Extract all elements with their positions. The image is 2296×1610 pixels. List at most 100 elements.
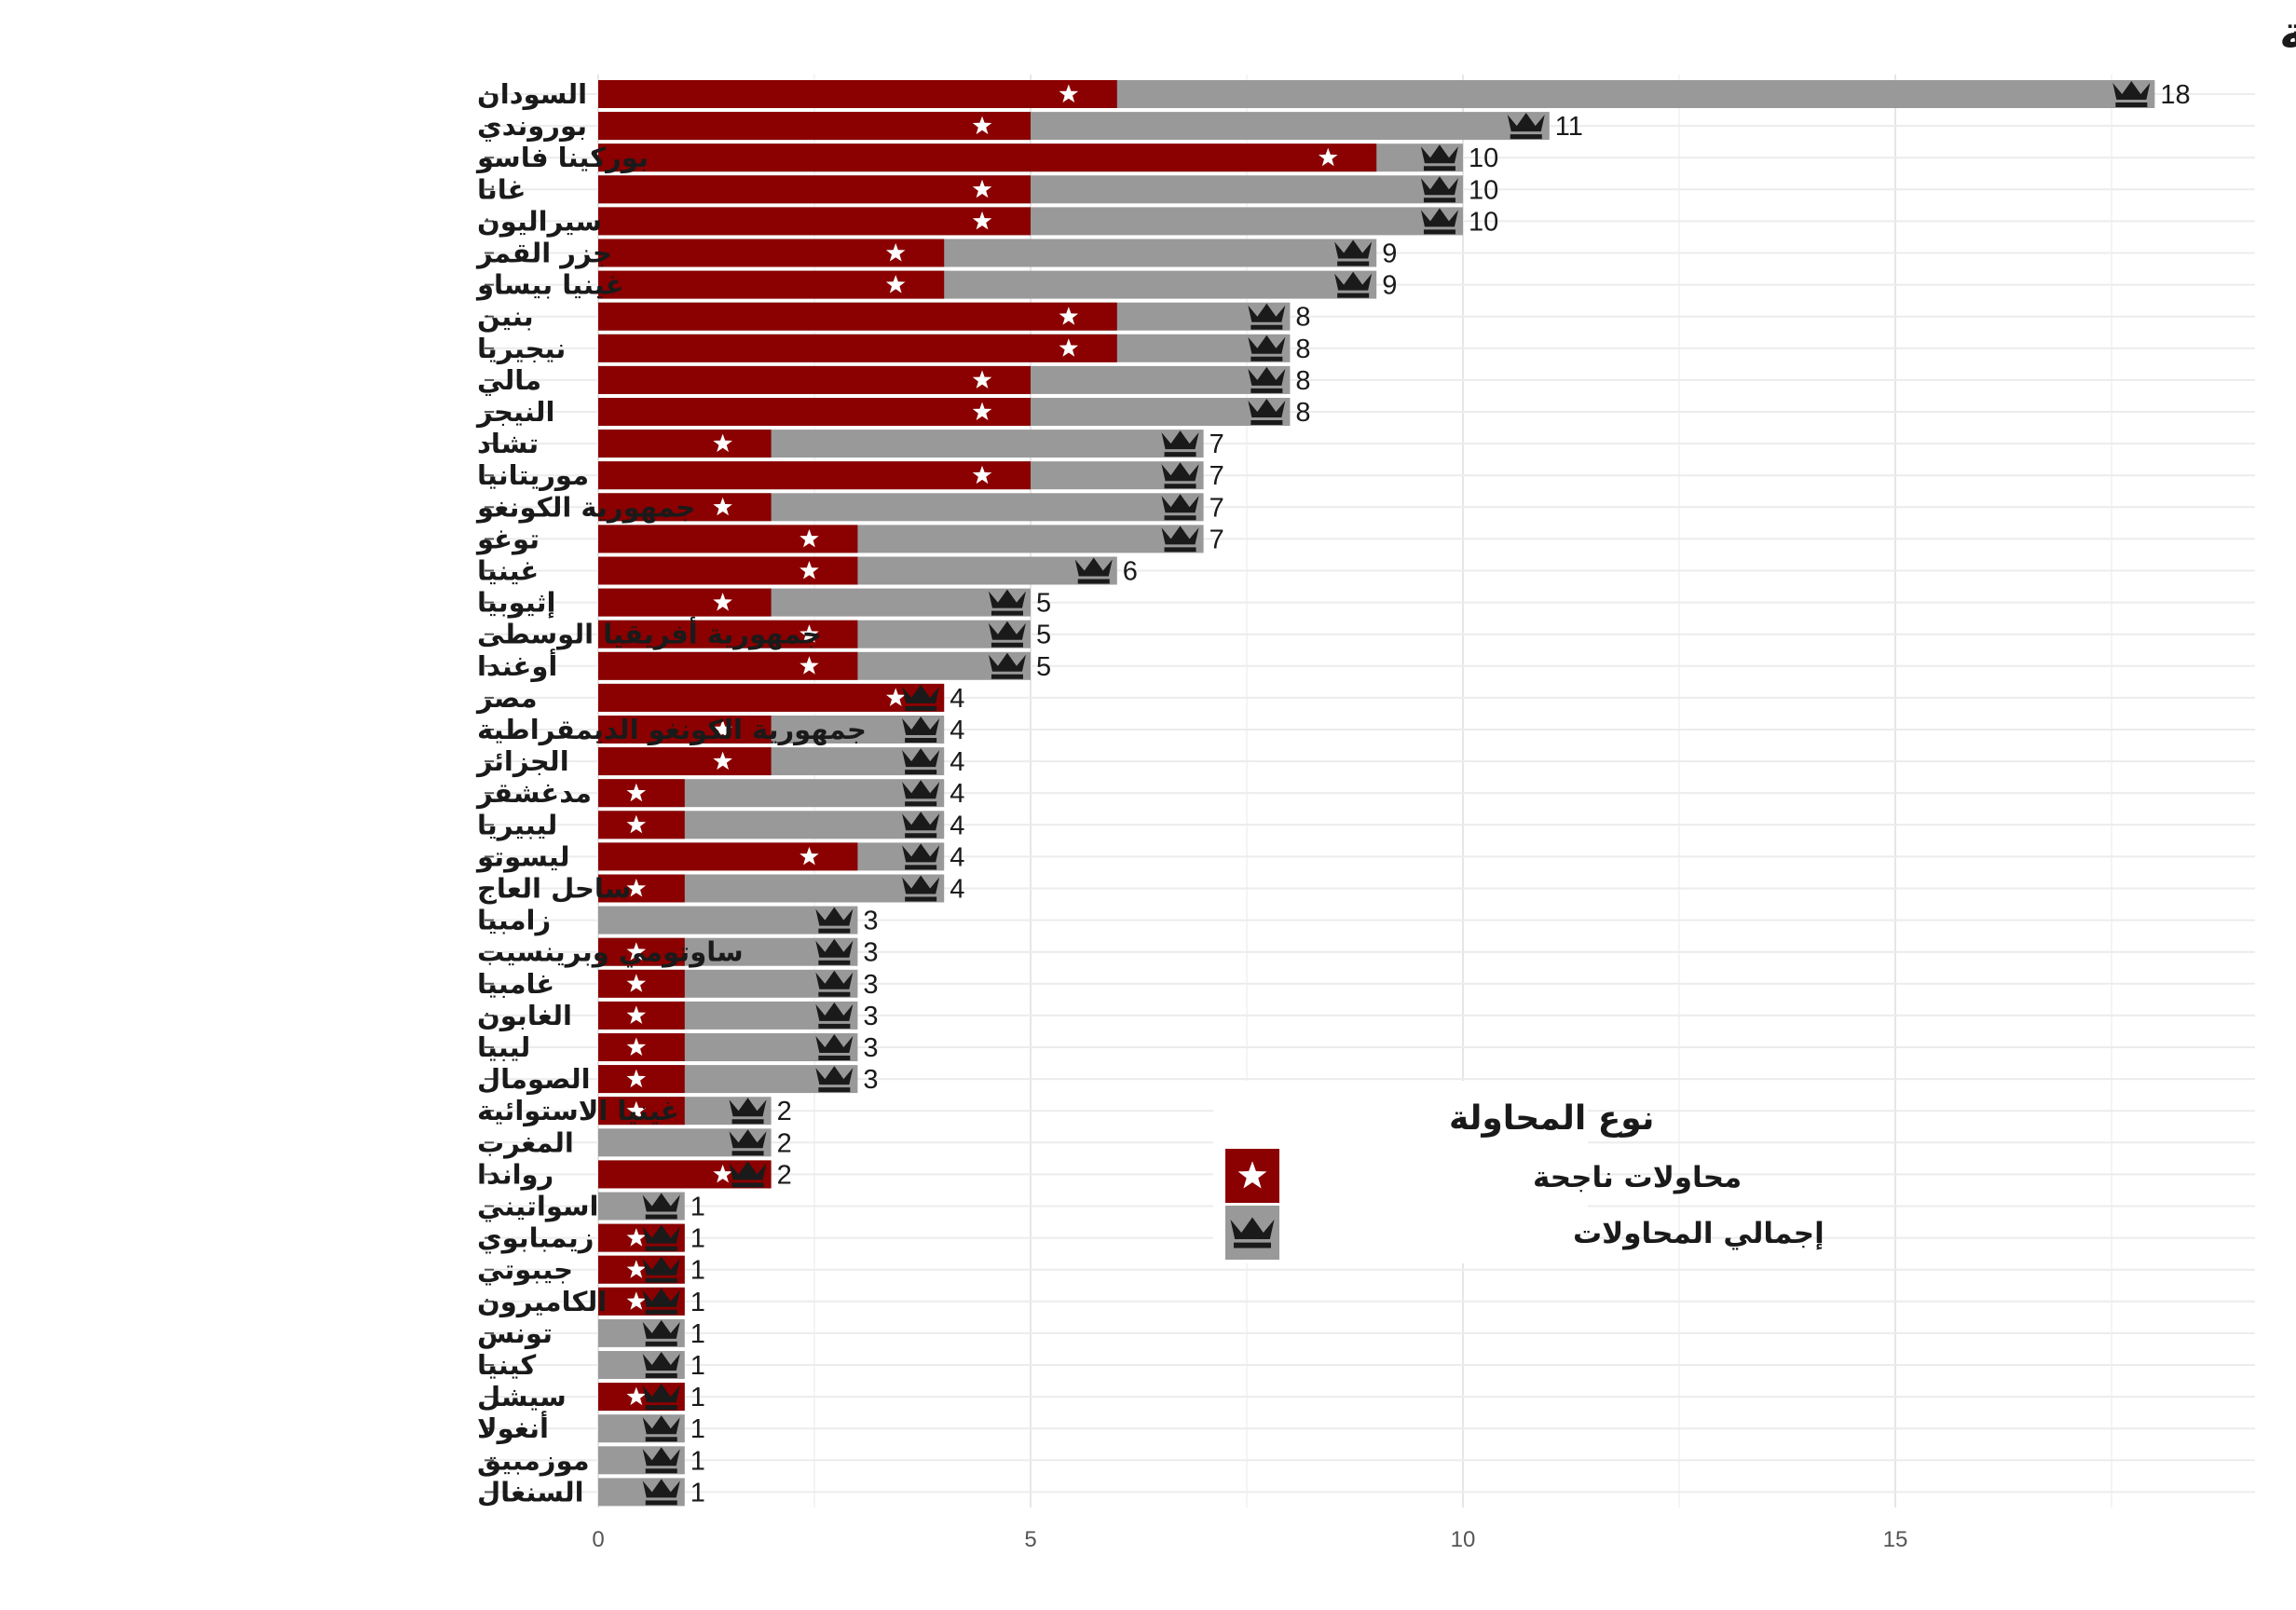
country-label: مالي — [477, 364, 541, 396]
legend: نوع المحاولة محاولات ناجحة إجمالي المحاو… — [1213, 1081, 1824, 1263]
value-label: 5 — [1036, 621, 1051, 650]
country-label: جزر القمر — [475, 238, 612, 269]
successful-bar — [598, 270, 945, 299]
value-label: 7 — [1210, 493, 1224, 523]
value-label: 3 — [863, 1033, 878, 1063]
country-label: غامبيا — [477, 968, 554, 1000]
value-label: 4 — [950, 811, 964, 840]
successful-bar — [598, 556, 858, 585]
successful-bar — [598, 239, 945, 267]
country-label: ليبيا — [477, 1031, 530, 1063]
value-label: 8 — [1295, 334, 1310, 364]
successful-bar — [598, 747, 772, 776]
value-label: 3 — [863, 1002, 878, 1031]
country-label: موريتانيا — [477, 459, 589, 491]
country-label: مصر — [475, 682, 538, 714]
value-label: 4 — [950, 875, 964, 905]
value-label: 1 — [690, 1256, 705, 1286]
value-label: 2 — [777, 1160, 792, 1190]
value-label: 3 — [863, 907, 878, 936]
value-label: 1 — [690, 1351, 705, 1381]
value-label: 1 — [690, 1224, 705, 1254]
country-label: بنين — [477, 301, 534, 333]
country-label: غينيا الاستوائية — [477, 1095, 679, 1126]
legend-label-total: إجمالي المحاولات — [1573, 1217, 1824, 1250]
country-label: ليسوتو — [475, 840, 570, 872]
value-label: 10 — [1469, 207, 1498, 237]
value-label: 6 — [1123, 557, 1138, 587]
country-label: الكاميرون — [477, 1286, 607, 1317]
successful-bar — [598, 525, 858, 553]
country-label: الغابون — [477, 1000, 572, 1031]
successful-bar — [598, 842, 858, 871]
country-label: أنغولا — [477, 1411, 549, 1444]
successful-bar — [598, 588, 772, 617]
successful-bar — [598, 430, 772, 458]
country-label: ليبيريا — [477, 809, 557, 840]
country-label: جمهورية الكونغو — [475, 491, 695, 523]
country-label: غينيا — [477, 555, 539, 587]
country-label: نيجيريا — [477, 333, 566, 364]
successful-bar — [598, 716, 772, 744]
successful-bar — [598, 334, 1117, 362]
country-label: جيبوتي — [477, 1254, 573, 1286]
value-label: 10 — [1469, 175, 1498, 205]
country-label: رواندا — [477, 1158, 554, 1190]
value-label: 3 — [863, 970, 878, 1000]
value-label: 7 — [1210, 461, 1224, 491]
successful-bar — [598, 651, 858, 680]
country-label: موزمبيق — [477, 1444, 590, 1476]
country-label: النيجر — [475, 396, 554, 428]
successful-bar — [598, 207, 1031, 236]
value-label: 7 — [1210, 430, 1224, 459]
country-label: جمهورية الكونغو الديمقراطية — [477, 714, 867, 745]
value-label: 10 — [1469, 143, 1498, 173]
country-label: مدغشقر — [475, 777, 592, 809]
value-label: 1 — [690, 1193, 705, 1222]
country-label: زيمبابوي — [477, 1222, 594, 1254]
value-label: 2 — [777, 1128, 792, 1158]
legend-label-successful: محاولات ناجحة — [1533, 1161, 1742, 1194]
country-label: سيراليون — [477, 205, 602, 237]
value-label: 5 — [1036, 589, 1051, 619]
value-label: 1 — [690, 1478, 705, 1508]
country-label: ساحل العاج — [477, 873, 631, 905]
successful-bar — [598, 398, 1031, 426]
country-label: السنغال — [477, 1476, 584, 1508]
country-label: تونس — [477, 1317, 553, 1349]
value-label: 4 — [950, 842, 964, 872]
value-label: 8 — [1295, 366, 1310, 396]
value-label: 8 — [1295, 398, 1310, 428]
value-label: 18 — [2160, 80, 2190, 110]
country-label: جمهورية أفريقيا الوسطى — [477, 617, 822, 650]
country-label: كينيا — [477, 1349, 536, 1381]
value-label: 2 — [777, 1097, 792, 1126]
country-label: الصومال — [477, 1063, 591, 1095]
value-label: 1 — [690, 1446, 705, 1476]
successful-bar — [598, 365, 1031, 394]
successful-bar — [598, 143, 1377, 172]
country-label: غانا — [477, 173, 526, 205]
value-label: 11 — [1555, 112, 1583, 142]
country-label: إثيوبيا — [477, 587, 555, 620]
country-label: الجزائر — [475, 745, 569, 777]
country-label: سيشل — [477, 1381, 567, 1412]
successful-bar — [598, 493, 772, 522]
bars-layer — [598, 80, 2155, 1507]
value-label: 7 — [1210, 525, 1224, 554]
x-tick-label: 15 — [1883, 1527, 1908, 1552]
country-label: ساوتومي وبرينسيب — [477, 936, 744, 968]
x-axis: 0 5 10 15 — [592, 1527, 1907, 1552]
legend-title: نوع المحاولة — [1449, 1099, 1654, 1138]
country-label: توغو — [475, 523, 540, 554]
value-label: 1 — [690, 1383, 705, 1412]
successful-bar — [598, 683, 945, 712]
x-tick-label: 10 — [1451, 1527, 1476, 1552]
country-label: السودان — [477, 78, 587, 110]
successful-bar — [598, 302, 1117, 331]
value-label: 5 — [1036, 652, 1051, 682]
country-label: بوروندي — [477, 110, 587, 142]
country-label: بوركينا فاسو — [475, 142, 649, 173]
